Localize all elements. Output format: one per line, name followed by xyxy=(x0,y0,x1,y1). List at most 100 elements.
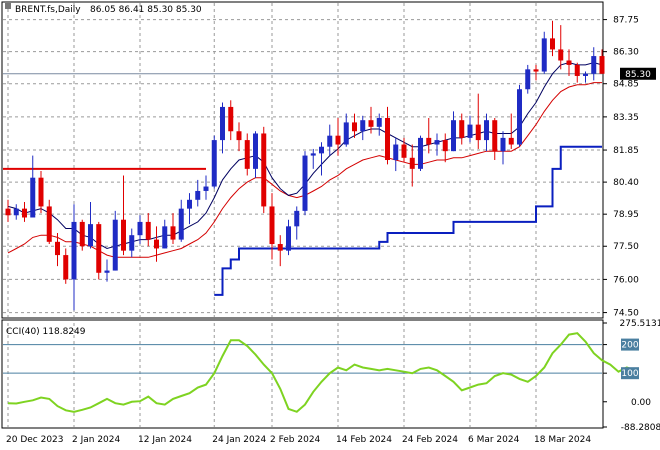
candle-body xyxy=(343,122,349,145)
axis-labels: 20 Dec 2023 2 Jan 2024 12 Jan 2024 24 Jan 2… xyxy=(6,16,660,445)
candle xyxy=(352,113,357,138)
cci-tick-label: 275.5131 xyxy=(620,319,660,329)
candle-body xyxy=(517,89,522,145)
candle xyxy=(508,113,514,149)
candle-body xyxy=(550,38,555,50)
candle-body xyxy=(591,56,597,74)
candle-body xyxy=(129,235,135,251)
trailing-stop-line xyxy=(214,145,602,296)
candle-body xyxy=(459,120,465,138)
candle xyxy=(574,62,580,83)
candle xyxy=(500,131,506,165)
candle xyxy=(319,142,324,176)
x-tick-label: 6 Mar 2024 xyxy=(468,435,520,445)
candle xyxy=(327,124,333,156)
cci-tick-label: 100 xyxy=(621,369,638,379)
candle-body xyxy=(137,221,143,236)
candle xyxy=(30,155,36,218)
chart-menu-icon[interactable] xyxy=(5,3,11,9)
cci-level-tag xyxy=(621,367,639,380)
candle xyxy=(286,219,291,256)
candle-body xyxy=(475,124,481,141)
candle-body xyxy=(261,133,267,207)
candle xyxy=(492,117,498,160)
candle-body xyxy=(277,244,283,251)
cci-plot xyxy=(3,332,636,413)
candle-body xyxy=(22,208,27,218)
candle-body xyxy=(352,122,357,132)
candle-body xyxy=(451,120,456,152)
candle xyxy=(418,135,423,172)
candle-body xyxy=(385,117,390,160)
candle xyxy=(88,202,93,249)
candle-body xyxy=(30,177,36,218)
candle-body xyxy=(154,239,159,249)
ohlc-readout: 86.05 86.41 85.30 85.30 xyxy=(90,5,202,15)
candle xyxy=(22,202,27,222)
y-tick-label: 84.85 xyxy=(613,80,639,90)
candle xyxy=(566,49,572,76)
candle-body xyxy=(418,137,423,169)
candle-body xyxy=(38,177,44,207)
candle xyxy=(79,219,85,251)
candle xyxy=(244,133,250,176)
cci-tick-label: 0.00 xyxy=(631,398,651,408)
candle xyxy=(5,199,11,222)
candle xyxy=(154,226,159,262)
candle xyxy=(145,213,151,247)
candle-body xyxy=(533,69,539,72)
candle xyxy=(335,117,341,156)
candle xyxy=(475,93,481,149)
cci-line xyxy=(7,332,636,413)
candle-body xyxy=(393,144,399,160)
candle-body xyxy=(121,219,126,251)
cci-tick-label: -88.2808 xyxy=(621,423,660,433)
candle-body xyxy=(112,219,118,271)
candle-body xyxy=(360,120,366,132)
x-tick-label: 24 Feb 2024 xyxy=(402,435,458,445)
candle xyxy=(178,199,184,242)
candle xyxy=(269,193,275,260)
candle-body xyxy=(566,60,572,65)
candle-body xyxy=(335,135,341,145)
candle xyxy=(484,113,489,152)
x-tick-label: 20 Dec 2023 xyxy=(6,435,64,445)
candle xyxy=(211,135,217,189)
candle-body xyxy=(178,208,184,240)
candle xyxy=(401,137,407,163)
candle xyxy=(121,175,126,256)
candle-body xyxy=(244,140,250,169)
candle-body xyxy=(376,117,382,127)
candle xyxy=(187,193,192,225)
candle xyxy=(426,117,432,154)
candle-body xyxy=(88,224,93,247)
candle-body xyxy=(541,38,547,72)
candle xyxy=(591,47,597,81)
candle xyxy=(220,102,225,154)
candle xyxy=(302,151,308,216)
candle-body xyxy=(187,199,192,209)
cci-panel-frame xyxy=(1,319,604,429)
candle-body xyxy=(63,255,69,280)
candle xyxy=(409,144,415,187)
cci-tick-label: 200 xyxy=(621,341,638,351)
candle xyxy=(451,111,456,152)
candle-body xyxy=(79,221,85,247)
x-tick-label: 18 Mar 2024 xyxy=(534,435,591,445)
candle xyxy=(162,219,168,249)
candle xyxy=(13,204,19,220)
candle xyxy=(261,126,267,214)
y-tick-label: 87.75 xyxy=(613,16,639,26)
candle xyxy=(393,137,399,172)
candle-body xyxy=(46,206,52,242)
candle-body xyxy=(236,131,242,141)
candle xyxy=(228,100,234,141)
candle xyxy=(170,213,176,245)
candle-body xyxy=(253,133,258,169)
candle-body xyxy=(574,64,580,76)
candle-body xyxy=(319,146,324,154)
candle-body xyxy=(434,140,440,145)
current-price-tag-label: 85.30 xyxy=(625,70,651,80)
